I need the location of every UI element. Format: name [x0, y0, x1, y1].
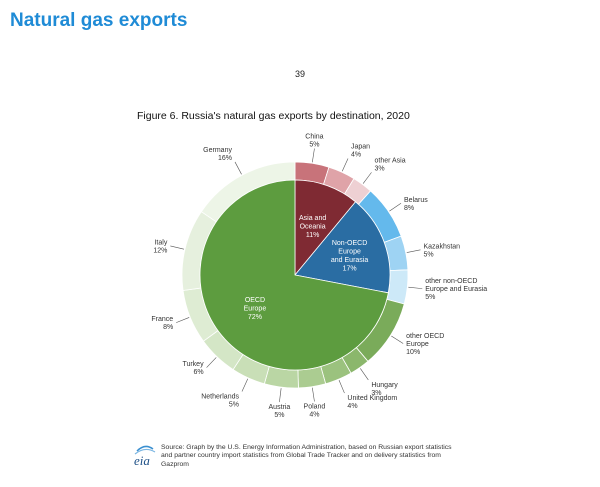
outer-label-text: Hungary: [371, 382, 398, 389]
outer-label-text: Europe: [406, 341, 429, 348]
outer-label-text: Kazakhstan: [423, 243, 460, 250]
inner-label-pct: 17%: [343, 266, 357, 273]
outer-label-text: Belarus: [404, 197, 428, 204]
outer-label-pct: 3%: [371, 390, 381, 397]
inner-label-text: OECD: [245, 297, 265, 304]
outer-label-text: other non-OECD: [425, 278, 477, 285]
logo-wordmark: eia: [134, 453, 150, 468]
leader-other-non-oecd-europe-and-eurasia: [408, 286, 423, 289]
outer-label-pct: 8%: [404, 205, 414, 212]
leader-france: [176, 317, 190, 323]
outer-label-pct: 3%: [374, 165, 384, 172]
inner-label-asia-and-oceania: Asia and Oceania 11%: [299, 215, 326, 239]
leader-germany: [234, 161, 242, 175]
logo-arc-1: [136, 445, 154, 452]
outer-label-turkey: Turkey 6%: [182, 361, 204, 376]
inner-label-oecd-europe: OECD Europe 72%: [244, 297, 267, 321]
outer-label-pct: 10%: [406, 349, 420, 356]
leader-kazakhstan: [406, 249, 421, 253]
outer-label-text: China: [305, 133, 323, 140]
outer-label-pct: 8%: [163, 324, 173, 331]
outer-label-japan: Japan 4%: [351, 143, 370, 158]
leader-austria: [279, 388, 282, 403]
inner-label-pct: 11%: [306, 232, 320, 239]
outer-label-pct: 5%: [229, 402, 239, 409]
outer-label-pct: 4%: [351, 151, 361, 158]
outer-label-pct: 5%: [425, 294, 435, 301]
inner-pie: [199, 179, 391, 371]
outer-label-italy: Italy 12%: [153, 239, 168, 254]
outer-label-other-oecd-europe: other OECD Europe 10%: [406, 333, 444, 356]
outer-label-pct: 12%: [153, 247, 167, 254]
outer-label-other-asia: other Asia 3%: [374, 157, 405, 172]
inner-slice-non-oecd-europe-and-eurasia: [294, 201, 391, 294]
outer-label-text: Europe and Eurasia: [425, 286, 487, 293]
outer-label-pct: 4%: [309, 412, 319, 419]
inner-label-text: Europe: [338, 249, 361, 256]
outer-label-text: Japan: [351, 143, 370, 150]
outer-label-belarus: Belarus 8%: [404, 197, 428, 212]
inner-label-text: Asia and: [299, 215, 326, 222]
outer-label-pct: 4%: [347, 403, 357, 410]
inner-slice-oecd-europe: [199, 179, 389, 371]
source-note: Source: Graph by the U.S. Energy Informa…: [161, 444, 452, 468]
inner-label-text: Oceania: [300, 224, 326, 231]
inner-label-text: Europe: [244, 306, 267, 313]
outer-label-netherlands: Netherlands 5%: [201, 394, 239, 409]
inner-label-text: and Eurasia: [331, 257, 368, 264]
outer-label-pct: 16%: [218, 155, 232, 162]
inner-slice-asia-and-oceania: [294, 179, 357, 277]
outer-label-poland: Poland 4%: [304, 404, 326, 419]
outer-label-united-kingdom: United Kingdom 4%: [347, 395, 397, 410]
outer-label-pct: 6%: [193, 369, 203, 376]
leader-other-oecd-europe: [391, 335, 404, 344]
outer-label-pct: 5%: [274, 412, 284, 419]
page-number: 39: [294, 69, 305, 79]
outer-label-text: Germany: [203, 147, 232, 154]
page-heading: Natural gas exports: [10, 10, 188, 31]
outer-label-france: France 8%: [151, 316, 173, 331]
inner-label-text: Non-OECD: [332, 240, 367, 247]
chart-title: Figure 6. Russia's natural gas exports b…: [137, 110, 410, 122]
outer-label-text: Poland: [304, 404, 326, 411]
outer-label-china: China 5%: [305, 133, 323, 148]
leader-other-asia: [362, 172, 372, 184]
outer-label-text: France: [151, 316, 173, 323]
leader-hungary: [360, 368, 369, 381]
outer-label-text: other OECD: [406, 333, 444, 340]
outer-label-text: United Kingdom: [347, 395, 397, 402]
leader-poland: [312, 387, 315, 402]
outer-label-pct: 5%: [423, 251, 433, 258]
outer-label-other-non-oecd-europe-and-eurasia: other non-OECD Europe and Eurasia 5%: [425, 278, 487, 301]
outer-label-austria: Austria 5%: [269, 404, 291, 419]
leader-japan: [341, 158, 349, 172]
inner-labels: Asia and Oceania 11%Non-OECD Europe and Eura…: [244, 215, 369, 321]
leader-lines: [170, 148, 423, 403]
pie-chart: China 5% Japan 4%other Asia 3%Belarus 8%Kazak…: [151, 133, 487, 419]
outer-label-text: Turkey: [182, 361, 204, 368]
leader-turkey: [206, 357, 217, 368]
outer-label-pct: 5%: [309, 141, 319, 148]
logo-arc-2: [134, 448, 156, 455]
leader-united-kingdom: [338, 380, 345, 394]
leader-netherlands: [241, 378, 249, 392]
leader-italy: [170, 245, 185, 250]
outer-label-kazakhstan: Kazakhstan 5%: [423, 243, 460, 258]
leader-china: [312, 148, 315, 163]
eia-logo: eia: [131, 443, 159, 474]
inner-label-non-oecd-europe-and-eurasia: Non-OECD Europe and Eurasia 17%: [331, 240, 368, 273]
outer-label-text: Italy: [154, 239, 167, 246]
outer-label-hungary: Hungary 3%: [371, 382, 398, 397]
outer-labels: China 5% Japan 4%other Asia 3%Belarus 8%Kazak…: [151, 133, 487, 419]
outer-label-text: other Asia: [374, 157, 405, 164]
inner-label-pct: 72%: [248, 314, 262, 321]
outer-label-text: Austria: [269, 404, 291, 411]
outer-label-germany: Germany 16%: [203, 147, 232, 162]
outer-label-text: Netherlands: [201, 394, 239, 401]
leader-belarus: [389, 203, 402, 212]
